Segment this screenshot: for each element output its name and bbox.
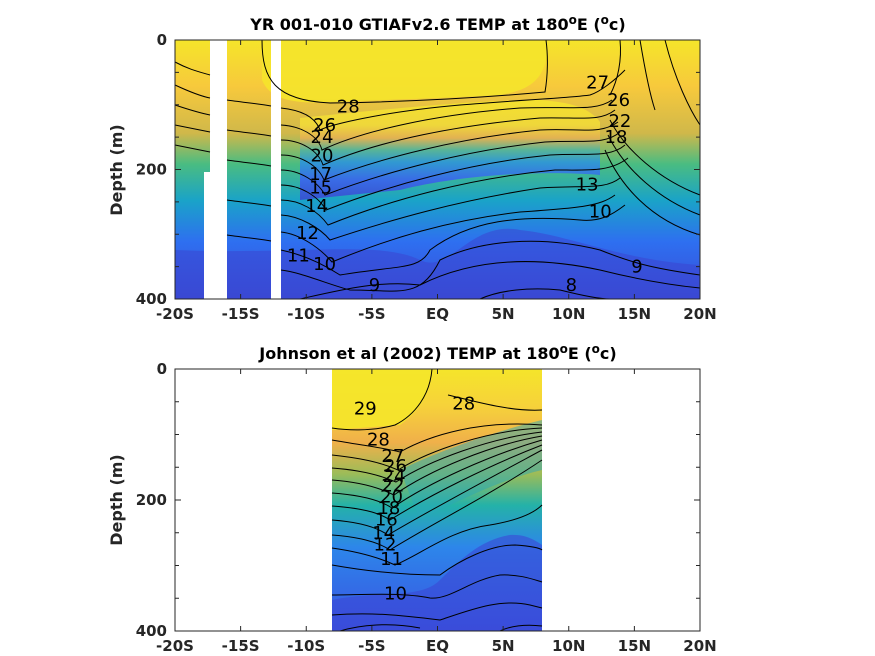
title-text: Johnson et al (2002) TEMP at 180 (258, 344, 559, 363)
title-unit-superscript: o (601, 13, 609, 27)
x-tick-label: 5N (492, 637, 515, 655)
contour-label: 17 (309, 164, 332, 185)
x-tick-label: 15N (618, 305, 651, 323)
x-tick-label: -15S (222, 637, 260, 655)
bottom-panel: Johnson et al (2002) TEMP at 180oE (oc) (107, 342, 717, 655)
bottom-tick-marks (174, 368, 701, 632)
contour-label: 8 (566, 275, 577, 296)
title-text: c) (600, 344, 617, 363)
top-y-axis-label: Depth (m) (107, 124, 126, 216)
title-text: E ( (577, 15, 601, 34)
contour-label: 26 (384, 456, 407, 477)
y-tick-label: 200 (136, 491, 167, 509)
contour-label: 13 (576, 174, 599, 195)
top-panel: YR 001-010 GTIAFv2.6 TEMP at 180oE (oc) (107, 13, 717, 323)
bottom-panel-title: Johnson et al (2002) TEMP at 180oE (oc) (258, 342, 616, 363)
contour-label: 24 (311, 127, 334, 148)
bottom-x-tick-labels: -20S -15S -10S -5S EQ 5N 10N 15N 20N (156, 637, 717, 655)
x-tick-label: 20N (683, 637, 716, 655)
top-y-tick-labels: 0 200 400 (136, 31, 167, 308)
contour-label: 12 (296, 223, 319, 244)
top-missing-band (210, 40, 227, 299)
contour-label: 9 (369, 275, 380, 296)
contour-label: 11 (380, 549, 403, 570)
x-tick-label: -10S (287, 637, 325, 655)
contour-label: 24 (383, 466, 406, 487)
x-tick-label: -10S (287, 305, 325, 323)
contour-label: 18 (605, 127, 628, 148)
contour-label: 16 (375, 510, 398, 531)
title-text: YR 001-010 GTIAFv2.6 TEMP at 180 (249, 15, 568, 34)
contour-label: 26 (313, 115, 336, 136)
contour-label: 14 (372, 523, 395, 544)
x-tick-label: -5S (358, 637, 385, 655)
x-tick-label: 20N (683, 305, 716, 323)
x-tick-label: 10N (552, 305, 585, 323)
top-missing-band (204, 172, 212, 299)
contour-label: 20 (380, 487, 403, 508)
title-unit-superscript: o (592, 342, 600, 356)
y-tick-label: 400 (136, 290, 167, 308)
contour-label: 9 (631, 257, 642, 278)
y-tick-label: 0 (157, 360, 167, 378)
title-degree-superscript: o (569, 13, 577, 27)
contour-label: 11 (287, 246, 310, 267)
top-contour-lines (174, 39, 701, 300)
contour-label: 28 (452, 394, 475, 415)
contour-label: 28 (337, 97, 360, 118)
contour-label: 27 (586, 73, 609, 94)
contour-label: 22 (608, 111, 631, 132)
top-x-tick-labels: -20S -15S -10S -5S EQ 5N 10N 15N 20N (156, 305, 717, 323)
contour-label: 28 (367, 430, 390, 451)
contour-label: 12 (374, 535, 397, 556)
x-tick-label: -5S (358, 305, 385, 323)
y-tick-label: 400 (136, 622, 167, 640)
bottom-contour-lines (331, 368, 543, 632)
contour-label: 10 (384, 584, 407, 605)
bottom-y-axis-label: Depth (m) (107, 454, 126, 546)
y-tick-label: 0 (157, 31, 167, 49)
x-tick-label: 15N (618, 637, 651, 655)
contour-label: 20 (311, 145, 334, 166)
title-text: c) (609, 15, 626, 34)
title-text: E ( (568, 344, 592, 363)
contour-label: 26 (607, 90, 630, 111)
x-tick-label: -15S (222, 305, 260, 323)
contour-label: 18 (377, 498, 400, 519)
bottom-thermocline-tongue (400, 420, 542, 520)
title-degree-superscript: o (560, 342, 568, 356)
contour-label: 10 (589, 202, 612, 223)
bottom-warm-pool (332, 369, 432, 430)
top-panel-title: YR 001-010 GTIAFv2.6 TEMP at 180oE (oc) (249, 13, 625, 34)
top-warm-pool (262, 40, 548, 103)
bottom-deep-cold (332, 534, 542, 631)
contour-label: 14 (305, 196, 328, 217)
contour-label: 29 (354, 398, 377, 419)
contour-label: 22 (381, 476, 404, 497)
y-tick-label: 200 (136, 161, 167, 179)
contour-label: 27 (381, 446, 404, 467)
x-tick-label: -20S (156, 305, 194, 323)
contour-label: 15 (309, 178, 332, 199)
x-tick-label: -20S (156, 637, 194, 655)
x-tick-label: EQ (426, 305, 449, 323)
top-missing-band (271, 40, 281, 299)
x-tick-label: EQ (426, 637, 449, 655)
top-tick-marks (174, 39, 701, 300)
x-tick-label: 10N (552, 637, 585, 655)
bottom-y-tick-labels: 0 200 400 (136, 360, 167, 640)
contour-label: 10 (313, 254, 336, 275)
top-thermocline-shelf (300, 100, 600, 200)
x-tick-label: 5N (492, 305, 515, 323)
